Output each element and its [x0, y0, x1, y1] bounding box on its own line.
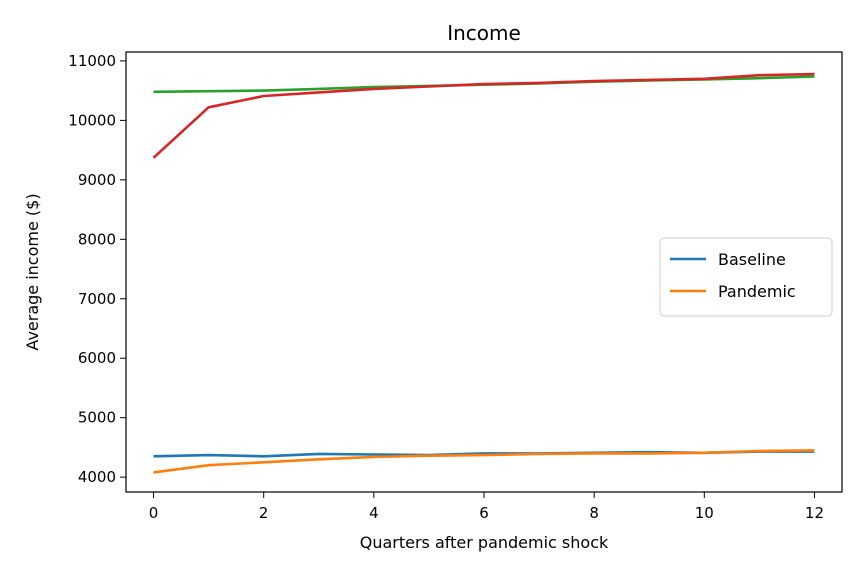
legend-box — [659, 237, 833, 317]
legend-label-pandemic: Pandemic — [718, 282, 796, 301]
y-tick-label: 5000 — [78, 409, 116, 427]
x-tick-label: 8 — [589, 504, 599, 522]
y-tick-label: 6000 — [78, 349, 116, 367]
legend-label-baseline: Baseline — [718, 250, 786, 269]
y-tick-label: 7000 — [78, 290, 116, 308]
x-tick-label: 2 — [259, 504, 269, 522]
chart-title: Income — [447, 21, 521, 45]
x-tick-label: 10 — [695, 504, 714, 522]
plot-lines — [152, 72, 815, 474]
x-tick-label: 6 — [479, 504, 489, 522]
legend: Baseline Pandemic — [659, 237, 833, 317]
x-tick-label: 12 — [805, 504, 824, 522]
x-tick-label: 0 — [149, 504, 159, 522]
pandemic-line — [153, 449, 815, 474]
y-axis-label: Average income ($) — [23, 193, 42, 350]
x-axis-label: Quarters after pandemic shock — [360, 533, 609, 552]
series-4-line — [152, 72, 815, 159]
y-tick-label: 8000 — [78, 230, 116, 248]
y-tick-label: 10000 — [68, 111, 116, 129]
x-tick-label: 4 — [369, 504, 379, 522]
y-tick-label: 4000 — [78, 468, 116, 486]
y-tick-label: 11000 — [68, 52, 116, 70]
y-tick-label: 9000 — [78, 171, 116, 189]
x-axis-ticks: 0 2 4 6 8 10 12 — [149, 492, 824, 522]
y-axis-ticks: 4000 5000 6000 7000 8000 9000 10000 11000 — [68, 52, 126, 486]
